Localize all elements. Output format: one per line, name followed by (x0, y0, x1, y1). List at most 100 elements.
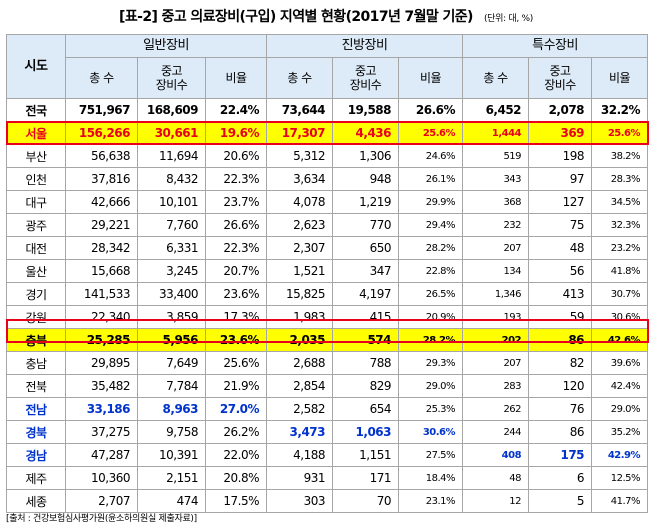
value-cell: 343 (462, 167, 530, 191)
equipment-table: 시도 일반장비 진방장비 특수장비 총 수 중고 장비수 비율 총 수 중고 장비수 비율 총 … (6, 34, 649, 513)
value-cell: 4,078 (266, 190, 334, 214)
value-cell: 2,707 (65, 489, 138, 513)
value-cell: 73,644 (266, 98, 334, 122)
value-cell: 168,609 (137, 98, 206, 122)
value-cell: 18.4% (398, 466, 464, 490)
value-cell: 29.0% (591, 397, 649, 421)
value-cell: 42,666 (65, 190, 138, 214)
subheader-used-count: 중고 장비수 (528, 57, 593, 99)
value-cell: 28.2% (398, 236, 464, 260)
region-cell: 서울 (6, 121, 66, 145)
table-row: 전국 751,967 168,609 22.4% 73,644 19,588 26.6% 6,… (6, 98, 649, 122)
header-special: 특수장비 (462, 34, 649, 58)
value-cell: 39.6% (591, 351, 649, 375)
value-cell: 32.2% (591, 98, 649, 122)
value-cell: 262 (462, 397, 530, 421)
value-cell: 4,197 (332, 282, 400, 306)
value-cell: 413 (528, 282, 593, 306)
table-row: 대구 42,666 10,101 23.7% 4,078 1,219 29.9% 368 127… (6, 190, 649, 214)
value-cell: 27.5% (398, 443, 464, 467)
value-cell: 7,784 (137, 374, 206, 398)
value-cell: 21.9% (204, 374, 268, 398)
value-cell: 26.1% (398, 167, 464, 191)
value-cell: 22.4% (204, 98, 268, 122)
value-cell: 415 (332, 305, 400, 329)
region-cell: 전남 (6, 397, 66, 421)
region-cell: 제주 (6, 466, 66, 490)
table-row: 경기 141,533 33,400 23.6% 15,825 4,197 26.5% 1,34… (6, 282, 649, 306)
region-cell: 경북 (6, 420, 66, 444)
value-cell: 41.8% (591, 259, 649, 283)
value-cell: 23.7% (204, 190, 268, 214)
value-cell: 29.4% (398, 213, 464, 237)
value-cell: 1,444 (462, 121, 530, 145)
value-cell: 369 (528, 121, 593, 145)
value-cell: 42.4% (591, 374, 649, 398)
value-cell: 42.9% (591, 443, 649, 467)
region-cell: 대전 (6, 236, 66, 260)
region-cell: 전국 (6, 98, 66, 122)
value-cell: 8,432 (137, 167, 206, 191)
value-cell: 156,266 (65, 121, 138, 145)
value-cell: 25.6% (591, 121, 649, 145)
value-cell: 23.2% (591, 236, 649, 260)
value-cell: 3,473 (266, 420, 334, 444)
value-cell: 2,623 (266, 213, 334, 237)
value-cell: 6,331 (137, 236, 206, 260)
value-cell: 22.3% (204, 167, 268, 191)
region-cell: 강원 (6, 305, 66, 329)
value-cell: 30.7% (591, 282, 649, 306)
value-cell: 171 (332, 466, 400, 490)
value-cell: 519 (462, 144, 530, 168)
value-cell: 22.8% (398, 259, 464, 283)
value-cell: 1,346 (462, 282, 530, 306)
value-cell: 408 (462, 443, 530, 467)
value-cell: 12 (462, 489, 530, 513)
table-row: 강원 22,340 3,859 17.3% 1,983 415 20.9% 193 59 30.6… (6, 305, 649, 329)
value-cell: 474 (137, 489, 206, 513)
subheader-ratio: 비율 (204, 57, 268, 99)
value-cell: 17.5% (204, 489, 268, 513)
header-diagnostic: 진방장비 (266, 34, 464, 58)
header-general: 일반장비 (64, 34, 268, 58)
value-cell: 193 (462, 305, 530, 329)
title-row: [표-2] 중고 의료장비(구입) 지역별 현황(2017년 7월말 기준) (… (0, 6, 652, 26)
value-cell: 76 (528, 397, 593, 421)
value-cell: 29,221 (65, 213, 138, 237)
value-cell: 82 (528, 351, 593, 375)
sub-header-row: 총 수 중고 장비수 비율 총 수 중고 장비수 비율 총 수 중고 장비수 비율 (7, 57, 649, 99)
value-cell: 134 (462, 259, 530, 283)
table-row: 울산 15,668 3,245 20.7% 1,521 347 22.8% 134 56 41.8… (6, 259, 649, 283)
header-region: 시도 (6, 34, 66, 99)
value-cell: 2,582 (266, 397, 334, 421)
value-cell: 5,312 (266, 144, 334, 168)
region-cell: 경남 (6, 443, 66, 467)
value-cell: 654 (332, 397, 400, 421)
unit-note: (단위: 대, %) (483, 14, 533, 24)
value-cell: 2,854 (266, 374, 334, 398)
value-cell: 86 (528, 328, 593, 352)
value-cell: 75 (528, 213, 593, 237)
value-cell: 25.6% (398, 121, 464, 145)
value-cell: 34.5% (591, 190, 649, 214)
subheader-total-count: 총 수 (266, 57, 334, 99)
value-cell: 23.1% (398, 489, 464, 513)
region-cell: 충북 (6, 328, 66, 352)
table-row: 전남 33,186 8,963 27.0% 2,582 654 25.3% 262 76 29.0… (6, 397, 649, 421)
value-cell: 4,188 (266, 443, 334, 467)
value-cell: 23.6% (204, 328, 268, 352)
table-row: 인천 37,816 8,432 22.3% 3,634 948 26.1% 343 97 28.3… (6, 167, 649, 191)
value-cell: 28,342 (65, 236, 138, 260)
region-cell: 경기 (6, 282, 66, 306)
region-cell: 광주 (6, 213, 66, 237)
value-cell: 35.2% (591, 420, 649, 444)
value-cell: 20.7% (204, 259, 268, 283)
subheader-ratio: 비율 (398, 57, 464, 99)
value-cell: 29.0% (398, 374, 464, 398)
value-cell: 22.3% (204, 236, 268, 260)
region-cell: 대구 (6, 190, 66, 214)
value-cell: 29.3% (398, 351, 464, 375)
value-cell: 770 (332, 213, 400, 237)
table-row: 전북 35,482 7,784 21.9% 2,854 829 29.0% 283 120 42.… (6, 374, 649, 398)
value-cell: 11,694 (137, 144, 206, 168)
